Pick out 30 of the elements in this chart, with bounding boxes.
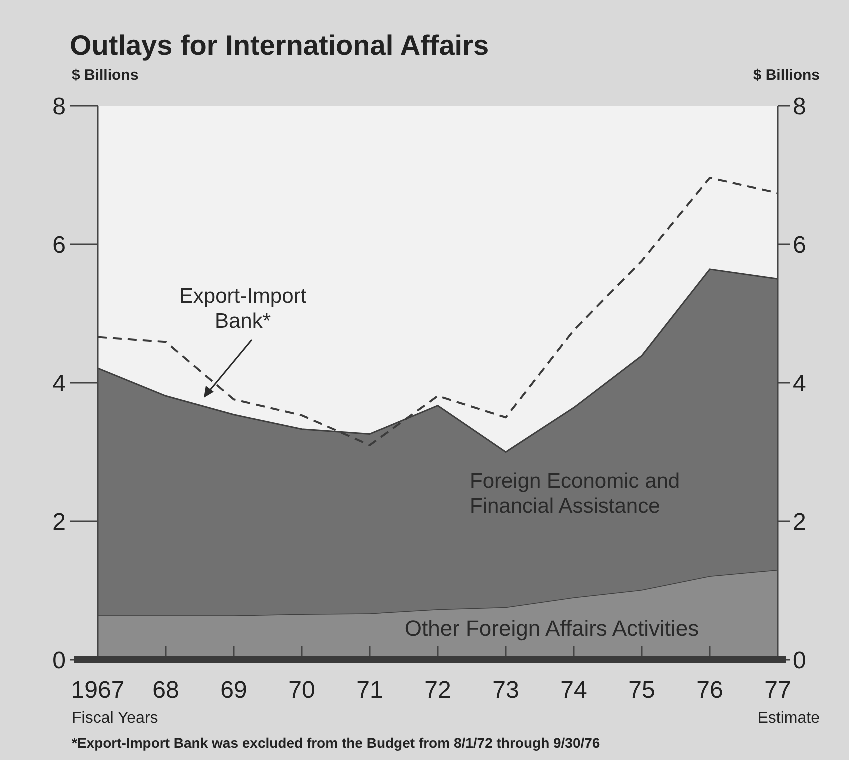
x-tick-label: 70 [288,677,316,704]
text: Estimate [758,710,820,727]
x-axis-title: Fiscal Years [72,710,158,727]
x-tick-label: 1967 [71,677,125,704]
y-tick-label: 2 [52,508,66,536]
x-tick-label: 72 [424,677,452,704]
series-label: Foreign Economic and Financial Assistance [470,470,680,518]
y-tick-label: 8 [52,93,66,120]
y-axis-title: $ Billions [72,67,139,84]
x-tick-label: 69 [220,677,248,704]
series-label: Other Foreign Affairs Activities [404,616,700,641]
y-tick-label: 6 [52,232,66,259]
y2-tick-label: 4 [793,370,806,398]
series-label: Export-Import Bank* [179,285,307,334]
x-tick-label: 77 [764,677,792,704]
y-tick-label: 4 [52,370,66,398]
y2-tick-label: 6 [793,232,806,259]
x-tick-label: 74 [560,677,588,704]
y-tick-label: 0 [52,647,66,674]
x-tick-label: 75 [628,677,656,704]
text: *Export-Import Bank was excluded from the Budget from 8/1/72 through 9/30/76 [72,735,600,751]
x-tick-label: 73 [492,677,520,704]
y2-tick-label: 8 [793,93,806,120]
chart-title: Outlays for International Affairs [70,30,490,61]
x-tick-label: 71 [356,677,384,704]
y2-axis-title: $ Billions [753,67,820,84]
x-tick-label: 76 [696,677,724,704]
y2-tick-label: 2 [793,508,806,536]
y2-tick-label: 0 [793,647,806,674]
x-tick-label: 68 [152,677,180,704]
